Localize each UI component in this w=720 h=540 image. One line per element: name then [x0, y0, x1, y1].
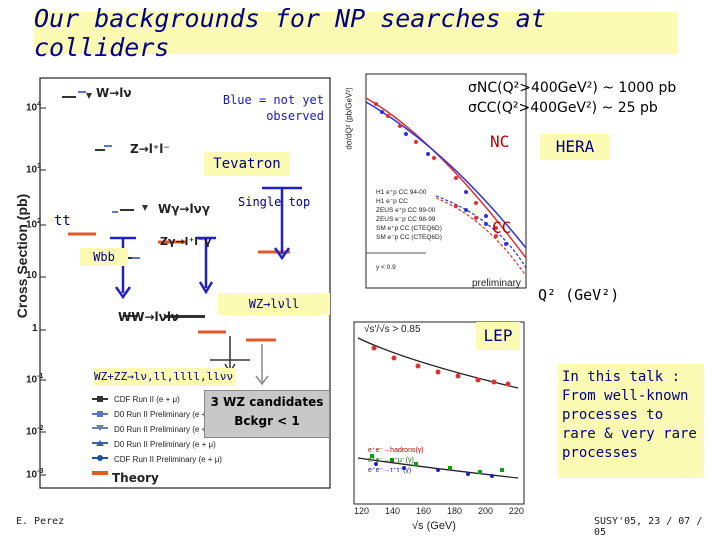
x-tick-label: 180: [446, 506, 462, 516]
legend-item: ZEUS e⁺p CC 99-00: [376, 207, 436, 214]
hera-x-axis-label: Q² (GeV²): [538, 286, 620, 304]
process-ww: WW→lνlν: [118, 310, 180, 324]
legend-item: CDF Run II (e + μ): [114, 395, 180, 404]
wz-box-line2: Bckgr < 1: [234, 414, 300, 428]
y-tick-label: 102: [26, 218, 42, 231]
process-wbb: Wbb: [80, 248, 128, 266]
process-zgamma: Zγ→l⁺l⁻γ: [160, 235, 212, 248]
hera-plot-svg: [365, 73, 527, 289]
tevatron-legend: CDF Run II (e + μ) D0 Run II Preliminary…: [114, 392, 222, 467]
y-tick-label: 1: [32, 323, 38, 334]
legend-item: D0 Run II Preliminary (e + e): [114, 425, 216, 434]
process-w: W→lν: [96, 86, 132, 100]
x-tick-label: 200: [477, 506, 493, 516]
process-singletop: Single top: [238, 195, 311, 209]
legend-item: SM e⁻p CC (CTEQ6D): [376, 234, 442, 241]
talk-note: In this talk : From well-known processes…: [558, 364, 704, 478]
hera-nc-label: NC: [490, 132, 510, 151]
legend-item: D0 Run II Preliminary (e + μ): [114, 410, 216, 419]
tevatron-plot: Cross Section (pb) 104 103 102 10 1 10-1…: [0, 70, 340, 500]
x-tick-label: 220: [508, 506, 524, 516]
legend-item: SM e⁺p CC (CTEQ6D): [376, 225, 442, 232]
slide-title: Our backgrounds for NP searches at colli…: [34, 4, 678, 62]
y-tick-label: 10: [26, 270, 38, 281]
lep-plot: √s'/√s > 0.85 e⁺e⁻→hadrons(γ) e⁺e⁻→μ⁺μ⁻(…: [318, 318, 528, 522]
hera-y-axis-label: dσ/dQ² (pb/GeV²): [344, 87, 354, 150]
process-wzlvll: WZ→lνll: [218, 293, 330, 315]
legend-item: H1 e⁺p CC 94-00: [376, 189, 427, 196]
hera-label: HERA: [540, 134, 610, 160]
legend-item: e⁺e⁻→hadrons(γ): [368, 447, 424, 454]
footer-ref: SUSY'05, 23 / 07 / 05: [594, 516, 703, 538]
tevatron-plot-svg: [39, 77, 331, 489]
process-tt: tt: [54, 213, 71, 229]
legend-item: H1 e⁻p CC: [376, 198, 408, 205]
tevatron-y-axis-label: Cross Section (pb): [14, 193, 30, 319]
blue-note: Blue = not yet observed: [222, 93, 324, 123]
y-tick-label: 104: [26, 101, 42, 114]
legend-item: ZEUS e⁻p CC 98-99: [376, 216, 436, 223]
wz-box-line1: 3 WZ candidates: [210, 395, 324, 409]
x-tick-label: 140: [384, 506, 401, 516]
lep-label: LEP: [476, 322, 520, 350]
author: E. Perez: [16, 516, 65, 527]
tevatron-label: Tevatron: [204, 152, 290, 176]
process-wgamma: Wγ→lνγ: [158, 202, 210, 216]
hera-cc-label: CC: [492, 218, 512, 237]
legend-item: e⁺e⁻→τ⁺τ⁻(γ): [368, 467, 412, 474]
legend-item: e⁺e⁻→μ⁺μ⁻(γ): [368, 457, 414, 464]
lep-plot-svg: [353, 321, 525, 505]
hera-nc-xsec: σNC(Q²>400GeV²) ~ 1000 pb: [468, 80, 677, 96]
hera-legend: H1 e⁺p CC 94-00 H1 e⁻p CC ZEUS e⁺p CC 99…: [376, 188, 442, 242]
legend-item: D0 Run II Preliminary (e + μ): [114, 440, 216, 449]
lep-x-ticks: 120 140 160 180 200 220: [354, 506, 524, 516]
process-wzzz: WZ+ZZ→lν,ll,llll,llνν: [94, 368, 236, 386]
y-tick-label: 10-3: [26, 468, 44, 481]
y-tick-label: 10-1: [26, 373, 44, 386]
y-tick-label: 103: [26, 163, 42, 176]
x-tick-label: 160: [415, 506, 431, 516]
y-tick-label: 10-2: [26, 425, 44, 438]
legend-item: CDF Run II Preliminary (e + μ): [114, 455, 222, 464]
legend-theory: Theory: [112, 471, 159, 485]
lep-legend: e⁺e⁻→hadrons(γ) e⁺e⁻→μ⁺μ⁻(γ) e⁺e⁻→τ⁺τ⁻(γ…: [368, 446, 424, 476]
hera-cc-xsec: σCC(Q²>400GeV²) ~ 25 pb: [468, 100, 658, 116]
hera-plot: dσ/dQ² (pb/GeV²) H1 e⁺p CC 94-00 H1 e⁻p …: [336, 68, 532, 300]
lep-cut: √s'/√s > 0.85: [364, 324, 421, 335]
lep-x-axis-label: √s (GeV): [412, 520, 456, 532]
wz-candidates-box: 3 WZ candidates Bckgr < 1: [204, 390, 330, 438]
hera-y-note: y < 0.9: [376, 264, 396, 271]
process-z: Z→l⁺l⁻: [130, 142, 170, 156]
hera-preliminary: preliminary: [472, 278, 521, 289]
x-tick-label: 120: [354, 506, 370, 516]
